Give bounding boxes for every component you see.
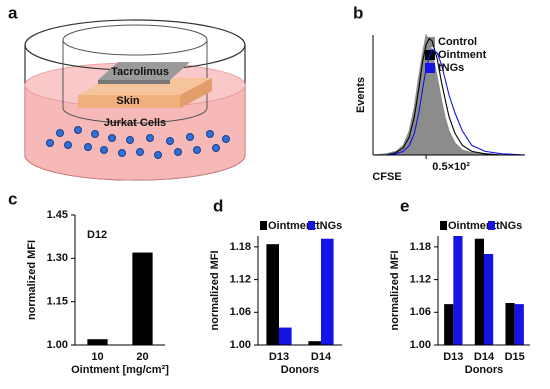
x-tick-label: D13 xyxy=(269,351,289,363)
legend-swatch xyxy=(425,63,435,73)
x-tick-label: 20 xyxy=(136,351,148,363)
x-tick-label: D14 xyxy=(311,351,332,363)
panel-label: c xyxy=(8,189,17,208)
y-axis-label: normalized MFI xyxy=(389,250,401,330)
bar xyxy=(444,304,454,345)
legend-swatch xyxy=(308,221,315,230)
y-tick-label: 1.18 xyxy=(410,241,431,253)
y-tick-label: 1.06 xyxy=(230,306,251,318)
legend-swatch xyxy=(260,221,267,230)
y-tick-label: 1.30 xyxy=(47,252,68,264)
x-tick-label: D15 xyxy=(505,351,525,363)
y-axis-label: Events xyxy=(355,77,367,113)
bar xyxy=(505,303,515,345)
panel-label: b xyxy=(353,3,363,22)
x-tick-label: D13 xyxy=(443,351,463,363)
bar xyxy=(308,341,321,345)
legend-swatch xyxy=(488,221,495,230)
y-axis-label: normalized MFI xyxy=(209,250,221,330)
legend-label: Ointment xyxy=(268,220,317,232)
bar xyxy=(474,238,484,345)
histogram-curve xyxy=(373,48,526,156)
y-tick-label: 1.45 xyxy=(47,209,68,221)
y-tick-label: 1.00 xyxy=(410,339,431,351)
annotation: D12 xyxy=(87,229,107,241)
bar xyxy=(266,244,279,345)
x-tick-label: 10 xyxy=(91,351,103,363)
panel-label: d xyxy=(213,196,223,215)
legend-label: Ointment xyxy=(448,220,497,232)
diagram-label: Tacrolimus xyxy=(111,66,169,78)
bar xyxy=(514,304,524,345)
legend-swatch xyxy=(440,221,447,230)
y-tick-label: 1.15 xyxy=(47,296,68,308)
y-tick-label: 1.00 xyxy=(47,339,68,351)
legend-label: Ointment xyxy=(438,49,487,61)
dish-diagram: Tacrolimus Skin Jurkat Cells xyxy=(24,19,246,181)
legend-swatch xyxy=(425,37,435,47)
x-tick-label: D14 xyxy=(474,351,495,363)
x-axis-label: Ointment [mg/cm²] xyxy=(71,364,169,376)
bar xyxy=(484,253,494,345)
bar xyxy=(453,236,463,345)
y-tick-label: 1.18 xyxy=(230,241,251,253)
y-tick-label: 1.06 xyxy=(410,306,431,318)
histogram-curve xyxy=(373,37,525,156)
legend-label: tNGs xyxy=(496,220,522,232)
x-tick-label: 0.5×10² xyxy=(432,161,470,173)
y-tick-label: 1.12 xyxy=(230,274,251,286)
x-axis-label: CFSE xyxy=(372,171,401,183)
diagram-label: Jurkat Cells xyxy=(104,117,166,129)
bar xyxy=(279,327,292,345)
bar xyxy=(132,252,153,345)
legend-label: tNGs xyxy=(438,62,464,74)
y-tick-label: 1.12 xyxy=(410,274,431,286)
x-axis-label: Donors xyxy=(281,364,320,376)
bar xyxy=(321,238,334,345)
y-tick-label: 1.00 xyxy=(230,339,251,351)
x-axis-label: Donors xyxy=(465,364,504,376)
panel-label: a xyxy=(8,3,18,22)
legend-label: Control xyxy=(438,36,477,48)
bar xyxy=(87,339,108,345)
panel-label: e xyxy=(400,196,409,215)
y-axis-label: normalized MFI xyxy=(26,240,38,320)
diagram-label: Skin xyxy=(116,95,140,107)
legend-label: tNGs xyxy=(316,220,342,232)
